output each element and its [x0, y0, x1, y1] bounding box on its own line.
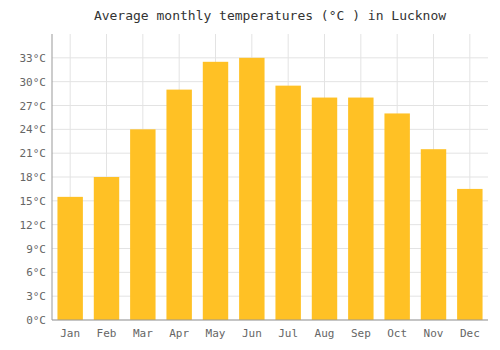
x-tick-label: Feb	[97, 327, 117, 340]
x-tick-label: Mar	[133, 327, 153, 340]
y-tick-label: 27°C	[20, 100, 47, 113]
chart: Average monthly temperatures (°C ) in Lu…	[0, 0, 500, 350]
title: Average monthly temperatures (°C ) in Lu…	[94, 8, 446, 23]
y-grid-line	[52, 320, 488, 321]
y-axis: 0°C 3°C 6°C 9°C 12°C 15°C 18°C 21°C 24°C 27°C 30°C…	[20, 52, 489, 327]
x-tick-label: Nov	[424, 327, 444, 340]
y-tick-label: 9°C	[26, 243, 46, 256]
y-tick-label: 24°C	[20, 123, 47, 136]
bar	[239, 58, 264, 320]
x-tick-label: May	[206, 327, 226, 340]
bar	[421, 149, 446, 320]
y-tick-label: 3°C	[26, 290, 46, 303]
background	[0, 0, 500, 350]
y-tick-label: 6°C	[26, 266, 46, 279]
x-tick-label: Jun	[242, 327, 262, 340]
x-axis-line	[52, 320, 488, 321]
y-grid-line	[52, 129, 488, 130]
bar	[57, 197, 82, 320]
y-grid-line	[52, 57, 488, 58]
bar	[457, 189, 482, 320]
bar	[384, 113, 409, 320]
y-tick-label: 18°C	[20, 171, 47, 184]
bar	[130, 129, 155, 320]
y-tick-label: 33°C	[20, 52, 47, 65]
bar	[203, 62, 228, 320]
y-tick-label: 21°C	[20, 147, 47, 160]
x-tick-label: Apr	[169, 327, 189, 340]
bars	[57, 58, 482, 320]
y-tick-label: 0°C	[26, 314, 46, 327]
bar	[312, 98, 337, 320]
y-axis-line	[52, 34, 53, 320]
bar	[94, 177, 119, 320]
x-axis: Jan Feb Mar Apr May Jun Jul Aug Sep Oct Nov Dec	[60, 34, 480, 340]
x-tick-label: Jan	[60, 327, 80, 340]
y-grid-line	[52, 81, 488, 82]
bar	[166, 90, 191, 320]
y-grid-line	[52, 105, 488, 106]
bar	[348, 98, 373, 320]
y-tick-label: 15°C	[20, 195, 47, 208]
x-tick-label: Oct	[387, 327, 407, 340]
y-tick-label: 12°C	[20, 219, 47, 232]
x-tick-label: Jul	[278, 327, 298, 340]
x-tick-label: Sep	[351, 327, 371, 340]
bar	[275, 86, 300, 320]
x-tick-label: Aug	[315, 327, 335, 340]
x-tick-label: Dec	[460, 327, 480, 340]
y-tick-label: 30°C	[20, 76, 47, 89]
